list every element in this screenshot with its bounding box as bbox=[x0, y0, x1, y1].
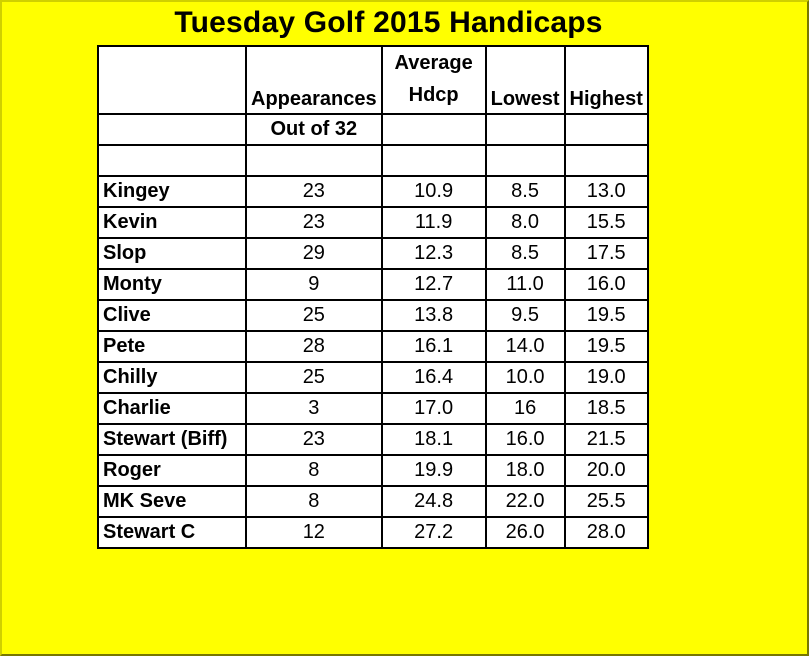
subheader-empty-cell bbox=[97, 113, 247, 146]
subheader-empty-cell bbox=[380, 113, 487, 146]
appearances-cell: 23 bbox=[245, 175, 383, 208]
average-hdcp-cell: 16.4 bbox=[380, 361, 487, 394]
header-average: Average Hdcp bbox=[380, 45, 487, 115]
lowest-cell: 8.0 bbox=[484, 206, 566, 239]
table-row: Kevin 23 11.9 8.0 15.5 bbox=[97, 206, 649, 239]
player-name-cell: Monty bbox=[97, 268, 247, 301]
lowest-cell: 26.0 bbox=[484, 516, 566, 549]
player-name-cell: Pete bbox=[97, 330, 247, 363]
highest-cell: 19.5 bbox=[563, 330, 649, 363]
handicap-table: Appearances Average Hdcp Lowest Highest … bbox=[97, 45, 649, 549]
lowest-cell: 14.0 bbox=[484, 330, 566, 363]
table-row: Stewart (Biff) 23 18.1 16.0 21.5 bbox=[97, 423, 649, 456]
appearances-cell: 23 bbox=[245, 423, 383, 456]
appearances-cell: 8 bbox=[245, 454, 383, 487]
table-row: Kingey 23 10.9 8.5 13.0 bbox=[97, 175, 649, 208]
highest-cell: 19.5 bbox=[563, 299, 649, 332]
player-name-cell: Stewart (Biff) bbox=[97, 423, 247, 456]
subheader-empty-cell bbox=[563, 113, 649, 146]
highest-cell: 15.5 bbox=[563, 206, 649, 239]
lowest-cell: 18.0 bbox=[484, 454, 566, 487]
average-hdcp-cell: 19.9 bbox=[380, 454, 487, 487]
average-hdcp-cell: 24.8 bbox=[380, 485, 487, 518]
subheader-row: Out of 32 bbox=[97, 113, 649, 146]
table-row: Clive 25 13.8 9.5 19.5 bbox=[97, 299, 649, 332]
player-name-cell: Kingey bbox=[97, 175, 247, 208]
appearances-cell: 25 bbox=[245, 299, 383, 332]
lowest-cell: 22.0 bbox=[484, 485, 566, 518]
spacer-cell bbox=[245, 144, 383, 177]
header-lowest-label: Lowest bbox=[490, 88, 560, 110]
header-average-line1: Average bbox=[394, 52, 473, 74]
lowest-cell: 8.5 bbox=[484, 175, 566, 208]
lowest-cell: 9.5 bbox=[484, 299, 566, 332]
lowest-cell: 10.0 bbox=[484, 361, 566, 394]
appearances-cell: 29 bbox=[245, 237, 383, 270]
highest-cell: 20.0 bbox=[563, 454, 649, 487]
player-name-cell: Kevin bbox=[97, 206, 247, 239]
player-name-cell: MK Seve bbox=[97, 485, 247, 518]
table-row: Roger 8 19.9 18.0 20.0 bbox=[97, 454, 649, 487]
average-hdcp-cell: 11.9 bbox=[380, 206, 487, 239]
player-name-cell: Clive bbox=[97, 299, 247, 332]
player-name-cell: Chilly bbox=[97, 361, 247, 394]
highest-cell: 28.0 bbox=[563, 516, 649, 549]
header-average-line2: Hdcp bbox=[408, 84, 459, 106]
average-hdcp-cell: 18.1 bbox=[380, 423, 487, 456]
header-appearances: Appearances bbox=[245, 45, 383, 115]
player-name-cell: Charlie bbox=[97, 392, 247, 425]
appearances-cell: 9 bbox=[245, 268, 383, 301]
player-name-cell: Roger bbox=[97, 454, 247, 487]
average-hdcp-cell: 27.2 bbox=[380, 516, 487, 549]
header-row: Appearances Average Hdcp Lowest Highest bbox=[97, 45, 649, 115]
page-title: Tuesday Golf 2015 Handicaps bbox=[174, 6, 603, 39]
average-hdcp-cell: 13.8 bbox=[380, 299, 487, 332]
lowest-cell: 11.0 bbox=[484, 268, 566, 301]
lowest-cell: 16.0 bbox=[484, 423, 566, 456]
average-hdcp-cell: 16.1 bbox=[380, 330, 487, 363]
average-hdcp-cell: 17.0 bbox=[380, 392, 487, 425]
appearances-cell: 25 bbox=[245, 361, 383, 394]
highest-cell: 17.5 bbox=[563, 237, 649, 270]
spacer-cell bbox=[484, 144, 566, 177]
average-hdcp-cell: 10.9 bbox=[380, 175, 487, 208]
spacer-cell bbox=[563, 144, 649, 177]
header-appearances-sub: Out of 32 bbox=[245, 113, 383, 146]
highest-cell: 19.0 bbox=[563, 361, 649, 394]
subheader-empty-cell bbox=[484, 113, 566, 146]
header-appearances-label: Appearances bbox=[251, 88, 377, 110]
appearances-cell: 8 bbox=[245, 485, 383, 518]
appearances-cell: 28 bbox=[245, 330, 383, 363]
table-row: Chilly 25 16.4 10.0 19.0 bbox=[97, 361, 649, 394]
appearances-cell: 3 bbox=[245, 392, 383, 425]
lowest-cell: 8.5 bbox=[484, 237, 566, 270]
lowest-cell: 16 bbox=[484, 392, 566, 425]
header-name-cell bbox=[97, 45, 247, 115]
table-row: MK Seve 8 24.8 22.0 25.5 bbox=[97, 485, 649, 518]
highest-cell: 21.5 bbox=[563, 423, 649, 456]
table-row: Pete 28 16.1 14.0 19.5 bbox=[97, 330, 649, 363]
appearances-cell: 12 bbox=[245, 516, 383, 549]
header-highest: Highest bbox=[563, 45, 649, 115]
highest-cell: 25.5 bbox=[563, 485, 649, 518]
table-row: Stewart C 12 27.2 26.0 28.0 bbox=[97, 516, 649, 549]
spacer-cell bbox=[380, 144, 487, 177]
player-name-cell: Slop bbox=[97, 237, 247, 270]
spacer-cell bbox=[97, 144, 247, 177]
table-row: Monty 9 12.7 11.0 16.0 bbox=[97, 268, 649, 301]
average-hdcp-cell: 12.3 bbox=[380, 237, 487, 270]
header-lowest: Lowest bbox=[484, 45, 566, 115]
spacer-row bbox=[97, 144, 649, 177]
header-highest-label: Highest bbox=[569, 88, 643, 110]
table-row: Charlie 3 17.0 16 18.5 bbox=[97, 392, 649, 425]
player-name-cell: Stewart C bbox=[97, 516, 247, 549]
table-row: Slop 29 12.3 8.5 17.5 bbox=[97, 237, 649, 270]
appearances-cell: 23 bbox=[245, 206, 383, 239]
average-hdcp-cell: 12.7 bbox=[380, 268, 487, 301]
highest-cell: 18.5 bbox=[563, 392, 649, 425]
highest-cell: 16.0 bbox=[563, 268, 649, 301]
highest-cell: 13.0 bbox=[563, 175, 649, 208]
